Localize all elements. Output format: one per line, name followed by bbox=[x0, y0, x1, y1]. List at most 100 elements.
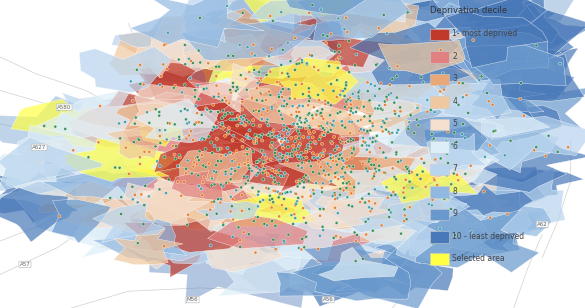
Point bbox=[405, 205, 415, 210]
Point bbox=[292, 121, 302, 126]
Point bbox=[218, 221, 228, 226]
Point bbox=[486, 143, 495, 148]
Polygon shape bbox=[335, 134, 540, 220]
Point bbox=[256, 134, 266, 139]
Point bbox=[245, 128, 254, 133]
Point bbox=[326, 82, 336, 87]
Point bbox=[224, 130, 233, 135]
Point bbox=[216, 146, 225, 151]
Point bbox=[388, 77, 397, 82]
Point bbox=[396, 231, 405, 236]
Point bbox=[378, 129, 387, 134]
Point bbox=[453, 178, 463, 183]
Point bbox=[212, 125, 221, 130]
Point bbox=[297, 58, 307, 63]
Point bbox=[294, 129, 303, 134]
Point bbox=[336, 140, 346, 144]
Point bbox=[563, 145, 573, 150]
Point bbox=[308, 151, 318, 156]
Point bbox=[404, 127, 413, 132]
Point bbox=[295, 178, 304, 183]
Point bbox=[444, 196, 453, 201]
Point bbox=[195, 149, 204, 154]
Point bbox=[450, 233, 460, 237]
Point bbox=[273, 172, 283, 177]
Point bbox=[259, 197, 268, 202]
Point bbox=[314, 156, 323, 161]
Point bbox=[239, 174, 249, 179]
Point bbox=[236, 244, 245, 249]
Point bbox=[375, 87, 384, 91]
Point bbox=[399, 190, 408, 195]
Point bbox=[257, 138, 267, 143]
Point bbox=[283, 139, 292, 144]
Point bbox=[214, 146, 223, 151]
Point bbox=[266, 14, 275, 18]
Point bbox=[364, 159, 373, 164]
Point bbox=[318, 107, 327, 112]
Point bbox=[280, 123, 289, 128]
Point bbox=[262, 72, 271, 77]
Point bbox=[274, 95, 284, 99]
Point bbox=[121, 145, 130, 150]
Point bbox=[225, 150, 235, 155]
Point bbox=[114, 121, 123, 126]
Point bbox=[256, 91, 265, 95]
Point bbox=[154, 110, 164, 115]
Point bbox=[318, 190, 327, 195]
Point bbox=[254, 189, 263, 194]
Point bbox=[131, 115, 140, 120]
Point bbox=[277, 10, 286, 14]
Point bbox=[347, 120, 356, 124]
Point bbox=[267, 197, 277, 201]
Point bbox=[197, 186, 206, 191]
Point bbox=[342, 181, 352, 186]
Point bbox=[191, 156, 201, 161]
Point bbox=[256, 199, 265, 204]
Point bbox=[244, 232, 253, 237]
Point bbox=[229, 54, 238, 59]
Point bbox=[194, 48, 204, 53]
Point bbox=[332, 95, 342, 99]
Point bbox=[288, 122, 297, 127]
Point bbox=[250, 137, 259, 142]
Point bbox=[301, 126, 311, 131]
Point bbox=[406, 113, 415, 118]
Point bbox=[270, 180, 280, 184]
Point bbox=[454, 103, 463, 107]
Point bbox=[190, 160, 199, 165]
Point bbox=[286, 59, 295, 64]
Point bbox=[295, 118, 304, 123]
Point bbox=[405, 169, 414, 174]
Point bbox=[387, 140, 397, 145]
Point bbox=[261, 160, 270, 164]
Point bbox=[274, 181, 283, 186]
Point bbox=[335, 43, 344, 48]
Point bbox=[274, 80, 283, 85]
Point bbox=[275, 135, 284, 140]
Point bbox=[384, 130, 393, 135]
Point bbox=[271, 223, 280, 228]
Bar bbox=[430, 231, 449, 243]
Point bbox=[183, 108, 192, 113]
Point bbox=[326, 165, 335, 170]
Point bbox=[305, 96, 314, 101]
Point bbox=[223, 111, 232, 116]
Point bbox=[291, 115, 301, 120]
Point bbox=[331, 197, 340, 202]
Point bbox=[319, 132, 328, 137]
Point bbox=[332, 170, 341, 175]
Point bbox=[245, 136, 254, 141]
Point bbox=[308, 135, 318, 140]
Point bbox=[260, 152, 269, 157]
Point bbox=[402, 164, 411, 169]
Point bbox=[484, 99, 494, 104]
Point bbox=[339, 181, 348, 186]
Point bbox=[209, 124, 218, 129]
Point bbox=[253, 171, 263, 176]
Point bbox=[392, 150, 401, 155]
Point bbox=[500, 153, 510, 158]
Point bbox=[239, 113, 249, 118]
Point bbox=[272, 170, 281, 175]
Point bbox=[267, 144, 276, 149]
